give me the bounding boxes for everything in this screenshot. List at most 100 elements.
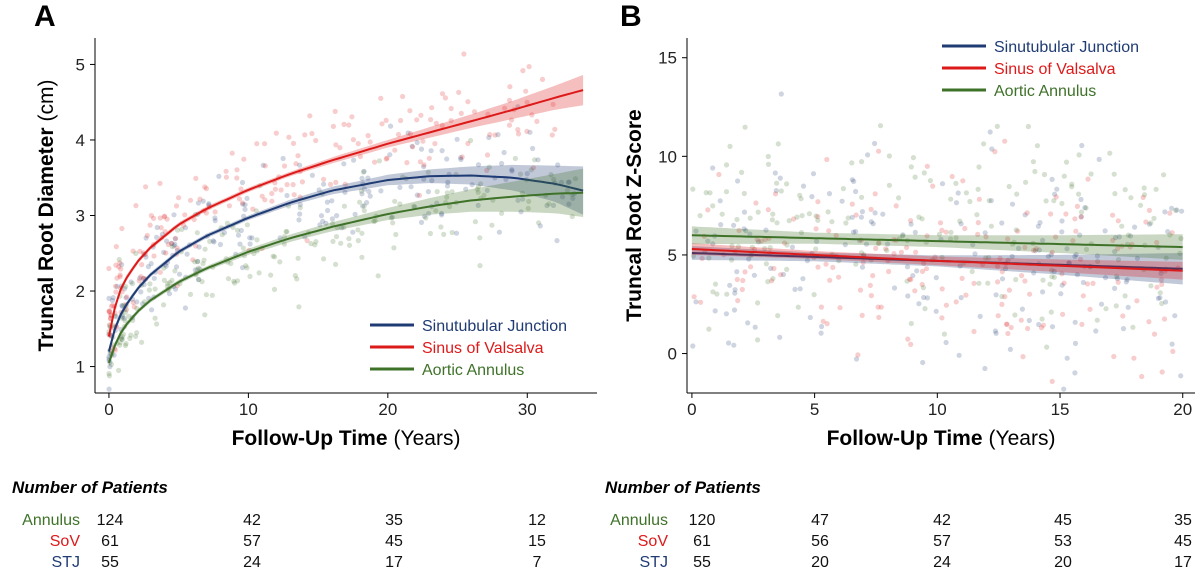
panel-b-scatter-point-annulus [967,198,973,205]
panel-a-scatter-point-annulus [359,254,365,260]
panel-b-scatter-point-stj [953,200,960,206]
panel-b-scatter-point-stj [693,299,699,305]
panel-b-scatter-point-annulus [729,257,735,263]
panel-b-scatter-point-annulus [1103,306,1109,312]
panel-b-scatter-point-annulus [811,292,817,298]
panel-b-scatter-point-sov [1140,194,1146,200]
panel-b-scatter-point-stj [1178,373,1184,379]
panel-b-scatter-point-stj [1127,233,1134,239]
panel-b-scatter-point-stj [933,275,939,281]
panel-b-scatter-point-stj [818,330,824,336]
panel-a-scatter-point-sov [295,153,301,159]
panel-b-scatter-point-stj [1052,191,1058,197]
panel-b-scatter-point-annulus [723,189,730,195]
panel-a-scatter-point-stj [297,202,303,208]
panel-b-scatter-point-stj [905,293,911,299]
panel-b-scatter-point-sov [870,273,876,279]
panel-a-scatter-point-stj [241,213,247,219]
panel-a-scatter-point-stj [439,212,445,218]
panel-b-scatter-point-stj [1059,282,1065,288]
panel-a-scatter-point-stj [192,267,198,273]
panel-a-table-row-label-stj: STJ [52,554,80,571]
panel-a-scatter-point-annulus [372,218,378,224]
panel-b-scatter-point-sov [772,191,779,197]
panel-b-scatter-point-stj [1009,201,1016,207]
panel-a-scatter-point-annulus [360,169,367,175]
panel-b-scatter-point-annulus [1043,198,1049,204]
panel-b-scatter-point-sov [1022,278,1028,284]
panel-b-scatter-point-stj [1169,341,1175,347]
panel-b-scatter-point-stj [741,226,747,232]
panel-b-scatter-point-stj [1078,196,1084,203]
panel-a-scatter-point-annulus [449,189,455,195]
panel-b-scatter-point-stj [1093,328,1099,334]
panel-b-scatter-point-stj [1162,209,1168,215]
panel-b-scatter-point-stj [1078,214,1084,220]
panel-b-scatter-point-stj [859,264,866,270]
panel-b-scatter-point-stj [839,198,845,204]
panel-a-scatter-point-stj [122,286,128,292]
panel-a-scatter-point-sov [332,108,338,114]
panel-b-table-cell: 57 [933,533,951,550]
panel-a-scatter-point-annulus [312,242,318,248]
panel-b-table-cell: 61 [693,533,711,550]
panel-a-scatter-point-annulus [247,273,253,279]
panel-a-scatter-point-stj [145,264,151,270]
panel-b-scatter-point-stj [910,273,916,279]
panel-a-scatter-point-annulus [499,210,505,216]
panel-a-scatter-point-annulus [528,167,534,173]
panel-a-scatter-point-sov [259,193,265,199]
panel-a-scatter-point-sov [262,197,268,203]
panel-b-scatter-point-annulus [714,291,720,297]
panel-b-scatter-point-sov [735,298,741,304]
panel-b-scatter-point-stj [1040,237,1046,243]
panel-b-scatter-point-sov [1053,194,1059,200]
panel-a-scatter-point-stj [320,218,326,224]
panel-a-scatter-point-annulus [468,137,474,144]
panel-b-scatter-point-sov [1022,244,1028,251]
panel-a-scatter-point-sov [404,160,410,166]
panel-b-scatter-point-annulus [904,278,910,284]
panel-a-scatter-point-stj [359,175,365,181]
panel-a-scatter-point-sov [539,76,546,82]
panel-a-scatter-point-stj [240,201,246,207]
panel-b-scatter-point-sov [939,227,945,233]
panel-a-scatter-point-stj [341,161,347,167]
panel-a-scatter-point-sov [234,175,240,181]
panel-a-scatter-point-sov [534,118,540,124]
panel-a-scatter-point-stj [360,203,366,209]
panel-b-scatter-point-sov [753,200,759,206]
panel-a-scatter-point-stj [164,238,170,244]
panel-b-scatter-point-annulus [921,170,927,176]
panel-b-scatter-point-annulus [859,194,865,200]
panel-a-scatter-point-annulus [444,194,450,200]
panel-a-scatter-point-sov [484,152,491,158]
panel-b-scatter-point-sov [734,276,740,283]
panel-a-scatter-point-annulus [281,234,287,240]
panel-a-scatter-point-annulus [122,318,128,324]
panel-b-scatter-point-stj [1158,270,1164,276]
panel-a-scatter-point-stj [535,157,541,163]
panel-b-scatter-point-sov [1015,228,1021,234]
panel-b-scatter-point-annulus [886,182,893,188]
panel-a-scatter-point-stj [486,134,492,141]
panel-a-scatter-point-sov [203,186,209,192]
panel-a-scatter-point-stj [425,189,431,195]
panel-a-scatter-point-sov [191,216,197,223]
panel-a-scatter-point-sov [106,308,112,314]
panel-a-scatter-point-stj [149,307,155,313]
panel-a-scatter-point-sov [182,212,188,218]
panel-a-scatter-point-stj [107,364,113,370]
panel-a-scatter-point-annulus [341,203,347,209]
panel-b-scatter-point-stj [920,359,926,366]
panel-b-scatter-point-stj [849,177,855,183]
panel-b-scatter-point-sov [1002,294,1008,300]
panel-a-scatter-point-sov [161,214,167,220]
panel-b-scatter-point-annulus [1069,181,1075,187]
panel-a-scatter-point-stj [119,303,125,309]
panel-b-scatter-point-annulus [775,141,781,147]
panel-b-scatter-point-annulus [767,245,773,251]
panel-b-scatter-point-sov [769,278,775,284]
panel-b-scatter-point-sov [781,240,788,246]
panel-a-scatter-point-annulus [209,292,215,298]
